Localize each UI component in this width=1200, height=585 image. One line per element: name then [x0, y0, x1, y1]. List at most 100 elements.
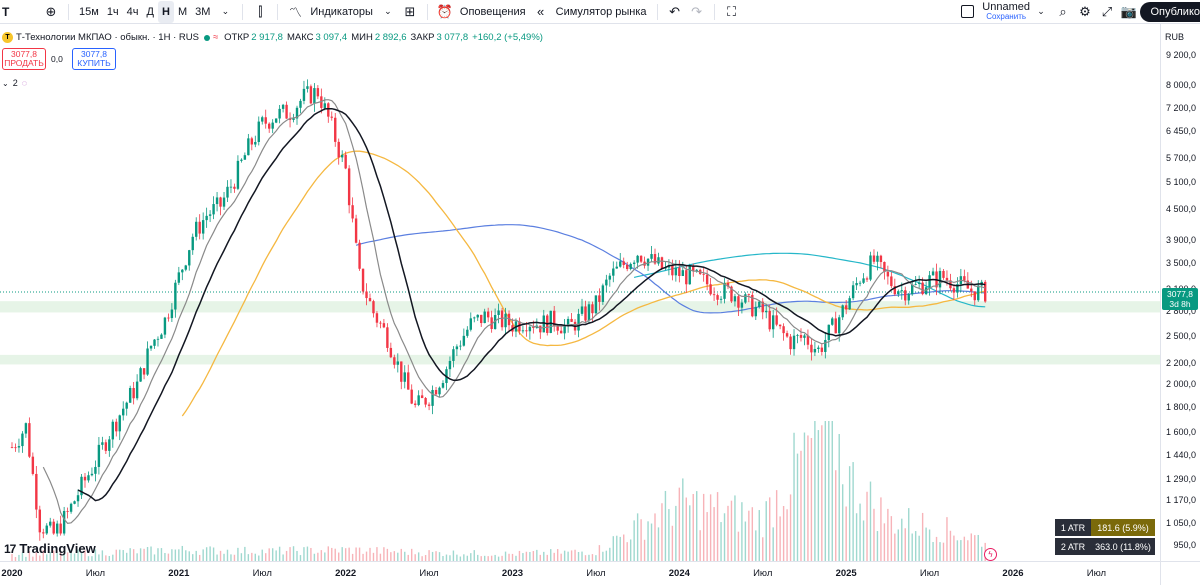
candles-type-icon[interactable]: ⫿ [258, 3, 263, 19]
volume-bar [278, 546, 281, 561]
candle [507, 310, 511, 333]
volume-bar [327, 546, 329, 561]
divider [242, 3, 244, 20]
interval-month[interactable]: М [177, 5, 188, 18]
replay-rewind-icon[interactable]: « [537, 4, 545, 19]
candle-body [66, 510, 69, 512]
settings-gear-icon[interactable]: ⚙ [1079, 3, 1091, 19]
candle [674, 259, 678, 282]
indicators-collapse[interactable]: ⌄ 2 ◌ [2, 78, 27, 88]
quick-search-icon[interactable]: ⌕ [1059, 3, 1067, 19]
symbol-search-button[interactable]: T [2, 4, 10, 19]
candle [459, 340, 462, 351]
candle-body [188, 250, 191, 266]
chevron-down-icon[interactable]: ⌄ [1037, 6, 1045, 16]
candle [205, 207, 208, 228]
sell-button[interactable]: 3077,8 ПРОДАТЬ [2, 48, 46, 70]
chart-plot-area[interactable] [0, 24, 1160, 561]
candle-body [872, 255, 876, 262]
volume-bar [779, 516, 781, 561]
chevron-down-icon[interactable]: ⌄ [384, 6, 392, 16]
candle-body [883, 261, 886, 272]
volume-bar [532, 551, 535, 561]
chevron-right-icon[interactable]: ⌄ [2, 78, 9, 88]
axis-corner[interactable] [1160, 561, 1200, 585]
layout-name[interactable]: Unnamed Сохранить [982, 1, 1030, 22]
volume-bar [407, 554, 409, 561]
volume-bar [164, 552, 166, 561]
volume-bar [174, 549, 177, 561]
candle-body [705, 274, 709, 285]
currency-label[interactable]: RUB [1165, 32, 1185, 42]
volume-bar [230, 554, 232, 561]
candle [257, 116, 260, 146]
interval-day[interactable]: Д [146, 5, 154, 18]
fullscreen-icon[interactable]: ⤢ [1101, 3, 1113, 19]
interval-4h[interactable]: 4ч [126, 5, 139, 18]
replay-button[interactable]: Симулятор рынка [555, 5, 647, 18]
volume-bar [119, 549, 121, 561]
candle-body [302, 88, 306, 101]
price-tick-label: 2 800,0 [1165, 306, 1196, 317]
save-link[interactable]: Сохранить [986, 11, 1027, 21]
candle [480, 314, 483, 327]
interval-1h[interactable]: 1ч [106, 5, 119, 18]
tradingview-brand[interactable]: 17 TradingView [4, 541, 96, 556]
candle [66, 507, 69, 519]
indicators-icon[interactable]: 〽 [288, 5, 302, 20]
snapshot-camera-icon[interactable]: 📷 [1120, 3, 1138, 19]
candle [382, 318, 386, 329]
interval-week[interactable]: Н [157, 0, 174, 23]
volume-bar [115, 549, 117, 561]
lightning-icon[interactable]: ϟ [984, 548, 997, 561]
price-tick-label: 5 700,0 [1165, 153, 1196, 164]
volume-bar [466, 555, 469, 561]
templates-grid-icon[interactable]: ⊞ [404, 3, 416, 19]
alert-clock-icon[interactable]: ⏰ [436, 3, 454, 19]
symbol-title[interactable]: Т-Технологии МКПАО · обыкн. · 1Н · RUS [16, 32, 199, 43]
buy-button[interactable]: 3077,8 КУПИТЬ [72, 48, 116, 70]
candle [931, 267, 935, 276]
candle [215, 192, 219, 212]
volume-bar [734, 495, 736, 561]
interval-15m[interactable]: 15м [79, 5, 99, 18]
volume-bar [883, 523, 886, 561]
candle-body [598, 295, 601, 302]
redo-icon[interactable]: ↷ [691, 3, 702, 19]
volume-bar [317, 552, 319, 561]
fullscreen-select-icon[interactable]: ⛶ [726, 3, 737, 19]
interval-3month[interactable]: 3М [195, 5, 211, 18]
candle-body [351, 205, 354, 219]
chevron-down-icon[interactable]: ⌄ [221, 6, 230, 16]
candle [299, 98, 302, 114]
candle [737, 294, 740, 317]
candle [188, 249, 191, 271]
undo-icon[interactable]: ↶ [669, 3, 680, 19]
time-axis[interactable]: 2020 Июл 2021 Июл 2022 Июл 2023 Июл 2024 Июл 2025 И… [0, 561, 1160, 585]
candle-body [278, 108, 281, 119]
volume-bar [372, 552, 375, 561]
candle-body [459, 345, 462, 347]
volume-bar [612, 536, 614, 561]
candle-body [170, 309, 174, 319]
volume-bar [501, 555, 503, 561]
volume-bar [862, 520, 865, 561]
volume-bar [810, 437, 813, 561]
layout-checkbox[interactable] [961, 5, 975, 18]
volume-bar [348, 547, 350, 561]
compare-plus-icon[interactable]: ⊕ [45, 3, 57, 19]
volume-bar [852, 462, 854, 561]
publish-button[interactable]: Опублико [1140, 2, 1200, 22]
alerts-button[interactable]: Оповещения [459, 5, 526, 18]
candle-body [205, 215, 208, 221]
volume-bar [324, 552, 326, 561]
indicators-button[interactable]: Индикаторы [310, 5, 373, 18]
candle [904, 286, 907, 306]
volume-bar [424, 555, 427, 561]
candle-body [271, 122, 274, 129]
candle [928, 271, 931, 296]
candle-body [747, 294, 751, 296]
volume-bar [550, 549, 552, 561]
volume-bar [755, 530, 757, 561]
candle-body [59, 523, 62, 534]
